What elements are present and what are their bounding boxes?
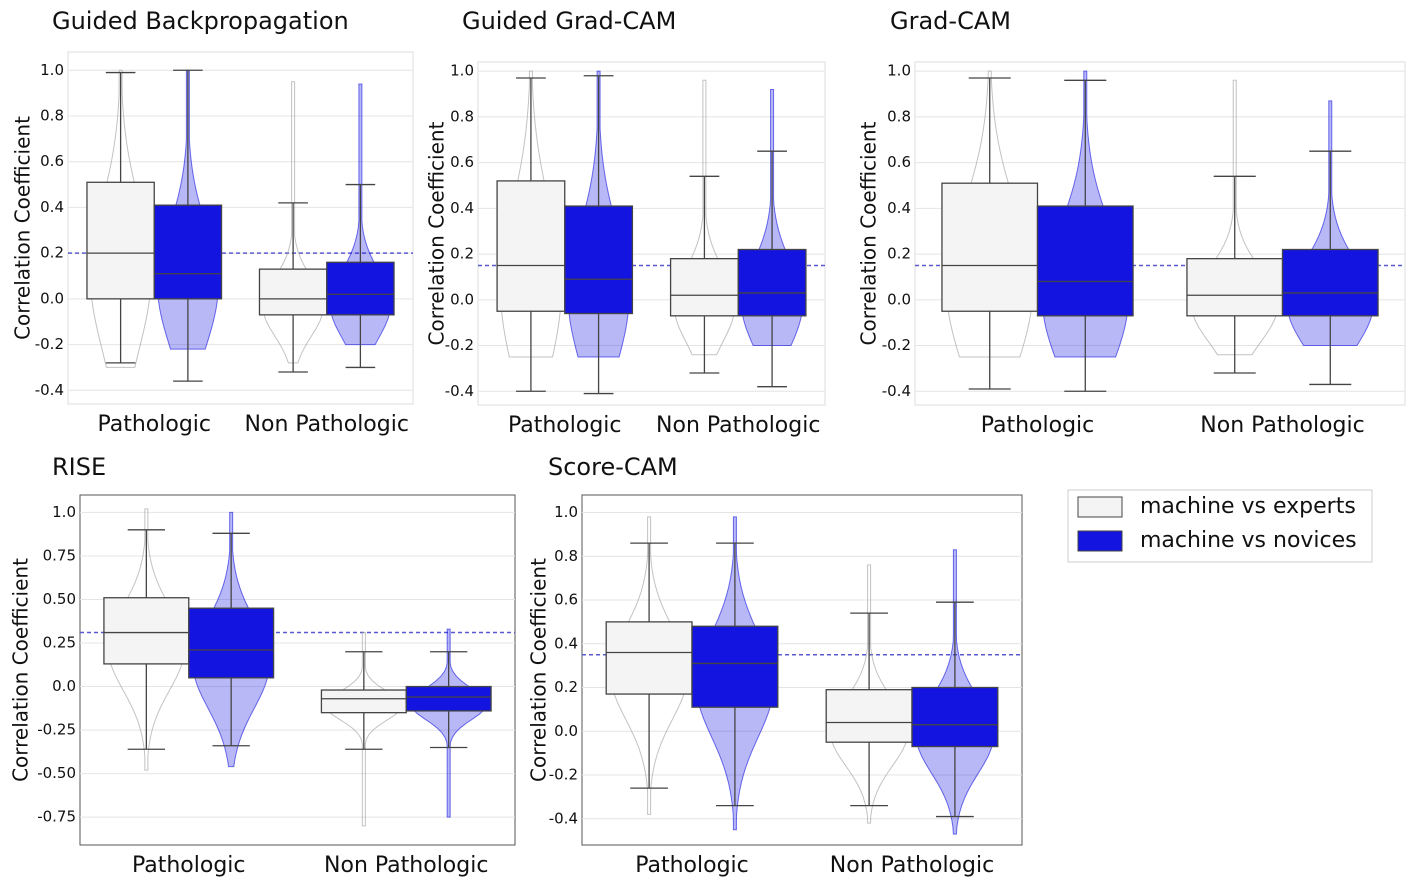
violin xyxy=(325,632,403,827)
box xyxy=(153,204,223,300)
chart-title: RISE xyxy=(52,453,106,481)
legend-label: machine vs experts xyxy=(1140,494,1356,519)
box xyxy=(258,268,328,316)
y-tick-label: 0.0 xyxy=(52,677,76,695)
x-tick-label: Pathologic xyxy=(981,413,1095,438)
y-tick-label: 1.0 xyxy=(450,62,474,80)
y-tick-label: -0.50 xyxy=(37,764,76,782)
x-tick-label: Non Pathologic xyxy=(656,413,820,438)
y-tick-label: -0.4 xyxy=(549,809,578,827)
box xyxy=(691,625,779,708)
box xyxy=(1036,205,1134,317)
y-tick-label: 0.25 xyxy=(43,634,76,652)
y-axis-label: Correlation Coefficient xyxy=(9,558,33,782)
box xyxy=(103,597,190,665)
y-tick-label: 0.6 xyxy=(887,153,911,171)
y-tick-label: 1.0 xyxy=(887,62,911,80)
y-tick-label: 0.0 xyxy=(40,289,64,307)
x-tick-label: Pathologic xyxy=(132,853,246,878)
y-tick-label: 0.6 xyxy=(554,591,578,609)
x-tick-label: Non Pathologic xyxy=(245,412,409,437)
x-tick-label: Non Pathologic xyxy=(324,853,488,878)
box xyxy=(496,180,566,312)
y-tick-label: -0.2 xyxy=(35,335,64,353)
violin xyxy=(107,508,185,771)
box xyxy=(320,689,407,714)
legend-label: machine vs novices xyxy=(1140,528,1357,553)
y-tick-label: -0.2 xyxy=(549,766,578,784)
y-axis-label: Correlation Coefficient xyxy=(527,558,551,782)
y-tick-label: -0.2 xyxy=(445,336,474,354)
chart-title: Guided Grad-CAM xyxy=(462,7,676,35)
chart-title: Guided Backpropagation xyxy=(52,7,349,35)
chart-title: Grad-CAM xyxy=(890,7,1011,35)
y-tick-label: 0.4 xyxy=(887,199,911,217)
box xyxy=(825,689,913,743)
y-tick-label: 0.6 xyxy=(40,152,64,170)
y-tick-label: 0.8 xyxy=(554,547,578,565)
y-tick-label: 0.50 xyxy=(43,590,76,608)
violin xyxy=(609,516,689,815)
x-tick-label: Pathologic xyxy=(635,853,749,878)
y-tick-label: 0.75 xyxy=(43,546,76,564)
y-tick-label: 0.8 xyxy=(887,107,911,125)
y-axis-label: Correlation Coefficient xyxy=(857,121,881,345)
y-tick-label: 1.0 xyxy=(52,503,76,521)
y-tick-label: 0.8 xyxy=(450,107,474,125)
y-axis-label: Correlation Coefficient xyxy=(11,116,35,340)
y-tick-label: 0.0 xyxy=(554,722,578,740)
box xyxy=(326,261,395,316)
y-tick-label: 0.6 xyxy=(450,153,474,171)
box xyxy=(737,248,807,317)
box xyxy=(564,205,634,315)
x-tick-label: Pathologic xyxy=(508,413,622,438)
y-tick-label: 1.0 xyxy=(40,61,64,79)
y-tick-label: -0.25 xyxy=(37,721,76,739)
y-tick-label: 0.8 xyxy=(40,107,64,125)
y-tick-label: 1.0 xyxy=(554,503,578,521)
y-tick-label: -0.4 xyxy=(882,382,911,400)
plot-frame xyxy=(79,494,516,846)
box xyxy=(1281,248,1379,317)
y-tick-label: -0.75 xyxy=(37,808,76,826)
y-tick-label: -0.4 xyxy=(35,381,64,399)
y-tick-label: 0.2 xyxy=(554,678,578,696)
box xyxy=(911,686,999,748)
y-tick-label: 0.4 xyxy=(450,199,474,217)
box xyxy=(188,607,275,679)
y-axis-label: Correlation Coefficient xyxy=(425,121,449,345)
chart-title: Score-CAM xyxy=(548,453,678,481)
legend-swatch xyxy=(1077,530,1123,552)
x-tick-label: Pathologic xyxy=(97,412,211,437)
legend-swatch xyxy=(1077,496,1123,518)
box xyxy=(1186,258,1284,317)
y-tick-label: 0.2 xyxy=(40,244,64,262)
box xyxy=(86,181,155,300)
y-tick-label: 0.2 xyxy=(450,245,474,263)
box xyxy=(941,182,1039,312)
box xyxy=(605,621,693,695)
box xyxy=(405,685,492,712)
y-tick-label: -0.2 xyxy=(882,336,911,354)
box xyxy=(669,258,739,317)
y-tick-label: -0.4 xyxy=(445,382,474,400)
y-tick-label: 0.4 xyxy=(554,634,578,652)
y-tick-label: 0.0 xyxy=(450,290,474,308)
x-tick-label: Non Pathologic xyxy=(830,853,994,878)
y-tick-label: 0.2 xyxy=(887,245,911,263)
y-tick-label: 0.0 xyxy=(887,290,911,308)
x-tick-label: Non Pathologic xyxy=(1200,413,1364,438)
y-tick-label: 0.4 xyxy=(40,198,64,216)
